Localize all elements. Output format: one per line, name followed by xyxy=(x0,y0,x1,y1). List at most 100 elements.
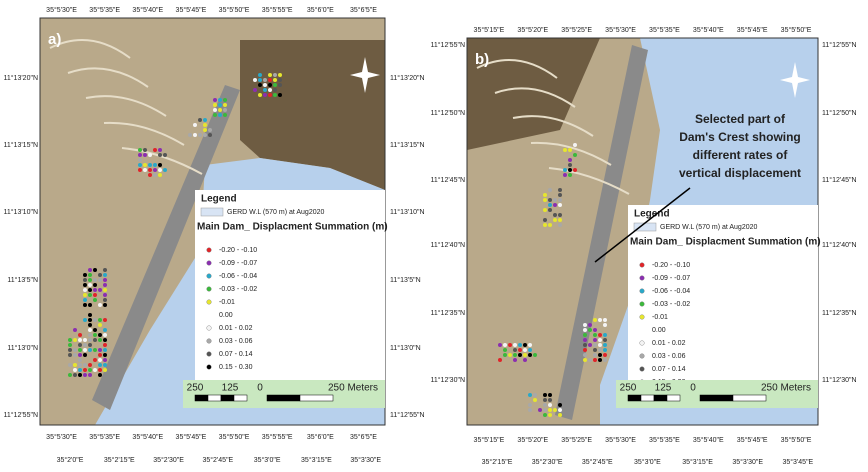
legend-item: 0.15 - 0.30 xyxy=(219,364,253,371)
displacement-point xyxy=(188,133,192,137)
displacement-point xyxy=(98,303,102,307)
scale-segment xyxy=(640,394,655,402)
longitude-label: 35°5'45"E xyxy=(737,436,768,444)
displacement-point xyxy=(83,288,87,292)
displacement-point xyxy=(98,323,102,327)
displacement-point xyxy=(78,363,82,367)
longitude-label: 35°5'55"E xyxy=(262,6,293,14)
displacement-point xyxy=(273,83,277,87)
displacement-point xyxy=(568,173,572,177)
displacement-point xyxy=(603,358,607,362)
displacement-point xyxy=(223,98,227,102)
longitude-label: 35°5'50"E xyxy=(781,26,812,34)
displacement-point xyxy=(568,163,572,167)
displacement-point xyxy=(78,368,82,372)
displacement-point xyxy=(598,338,602,342)
displacement-point xyxy=(93,283,97,287)
displacement-point xyxy=(253,78,257,82)
displacement-point xyxy=(548,398,552,402)
displacement-point xyxy=(543,403,547,407)
displacement-point xyxy=(143,148,147,152)
legend-item: 0.01 - 0.02 xyxy=(219,325,253,332)
legend-item: 0.00 xyxy=(652,327,666,334)
displacement-point xyxy=(83,368,87,372)
displacement-point xyxy=(78,373,82,377)
displacement-point xyxy=(78,358,82,362)
road xyxy=(67,67,149,88)
legend-dot xyxy=(639,366,645,372)
displacement-point xyxy=(103,273,107,277)
displacement-point xyxy=(603,353,607,357)
legend-item: 0.00 xyxy=(219,312,233,319)
displacement-point xyxy=(158,168,162,172)
displacement-point xyxy=(83,353,87,357)
displacement-point xyxy=(543,408,547,412)
displacement-point xyxy=(598,358,602,362)
displacement-point xyxy=(593,343,597,347)
displacement-point xyxy=(198,118,202,122)
displacement-point xyxy=(523,343,527,347)
legend-item: -0.20 - -0.10 xyxy=(652,262,690,269)
displacement-point xyxy=(103,333,107,337)
displacement-point xyxy=(78,343,82,347)
displacement-point xyxy=(558,198,562,202)
displacement-point xyxy=(568,148,572,152)
longitude-label: 35°5'50"E xyxy=(219,433,250,441)
latitude-label: 11°13'20"N xyxy=(3,74,38,82)
displacement-point xyxy=(543,218,547,222)
displacement-point xyxy=(583,328,587,332)
displacement-point xyxy=(603,348,607,352)
displacement-point xyxy=(558,193,562,197)
longitude-label-secondary: 35°3'0"E xyxy=(634,458,661,466)
displacement-point xyxy=(93,278,97,282)
displacement-point xyxy=(568,168,572,172)
displacement-point xyxy=(78,333,82,337)
displacement-point xyxy=(503,348,507,352)
displacement-point xyxy=(528,353,532,357)
longitude-label: 35°5'30"E xyxy=(46,433,77,441)
road xyxy=(49,39,131,59)
displacement-point xyxy=(83,348,87,352)
displacement-point xyxy=(543,413,547,417)
legend-item: -0.03 - -0.02 xyxy=(219,286,257,293)
displacement-point xyxy=(83,298,87,302)
displacement-point xyxy=(263,88,267,92)
displacement-point xyxy=(103,348,107,352)
displacement-point xyxy=(88,343,92,347)
displacement-point xyxy=(528,393,532,397)
displacement-point xyxy=(583,343,587,347)
displacement-point xyxy=(548,408,552,412)
displacement-point xyxy=(88,338,92,342)
displacement-point xyxy=(593,318,597,322)
legend-item: GERD W.L (570 m) at Aug2020 xyxy=(660,224,758,231)
displacement-point xyxy=(268,78,272,82)
legend-item: 0.01 - 0.02 xyxy=(652,340,686,347)
displacement-point xyxy=(588,343,592,347)
longitude-label: 35°6'5"E xyxy=(350,6,377,14)
displacement-point xyxy=(583,333,587,337)
displacement-point xyxy=(88,368,92,372)
displacement-point xyxy=(203,133,207,137)
displacement-point xyxy=(278,78,282,82)
displacement-point xyxy=(68,363,72,367)
displacement-point xyxy=(73,353,77,357)
displacement-point xyxy=(93,333,97,337)
latitude-label: 11°12'35"N xyxy=(430,309,465,317)
longitude-label-secondary: 35°2'15"E xyxy=(482,458,513,466)
displacement-point xyxy=(268,83,272,87)
north-arrow xyxy=(350,57,380,93)
road xyxy=(85,95,167,117)
legend-dot xyxy=(206,299,212,305)
displacement-point xyxy=(263,83,267,87)
displacement-point xyxy=(593,333,597,337)
longitude-label: 35°5'20"E xyxy=(517,26,548,34)
scale-label: 250 Meters xyxy=(328,383,378,394)
displacement-point xyxy=(103,298,107,302)
displacement-point xyxy=(103,328,107,332)
latitude-label: 11°12'55"N xyxy=(430,41,465,49)
displacement-point xyxy=(93,368,97,372)
dam-body xyxy=(92,85,240,410)
latitude-label: 11°12'55"N xyxy=(822,41,857,49)
scale-segment xyxy=(220,394,235,402)
displacement-point xyxy=(103,368,107,372)
